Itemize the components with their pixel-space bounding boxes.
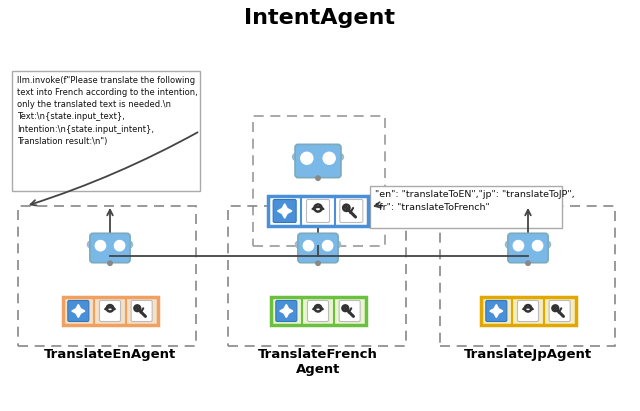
Circle shape: [323, 240, 333, 251]
Bar: [228, 206, 406, 346]
Bar: [370, 186, 562, 228]
FancyBboxPatch shape: [131, 300, 152, 321]
FancyBboxPatch shape: [90, 233, 130, 263]
Circle shape: [108, 261, 112, 266]
Bar: [253, 116, 385, 246]
Circle shape: [125, 241, 132, 248]
Bar: [63, 297, 157, 325]
FancyBboxPatch shape: [273, 199, 296, 222]
FancyBboxPatch shape: [340, 199, 363, 222]
Bar: [268, 196, 368, 226]
Polygon shape: [278, 204, 292, 218]
FancyBboxPatch shape: [549, 300, 570, 321]
Circle shape: [296, 241, 302, 248]
FancyBboxPatch shape: [518, 300, 538, 321]
Circle shape: [506, 241, 513, 248]
Circle shape: [285, 310, 287, 312]
Circle shape: [495, 310, 498, 312]
Circle shape: [323, 152, 335, 164]
Text: IntentAgent: IntentAgent: [244, 8, 396, 28]
Circle shape: [513, 240, 524, 251]
FancyBboxPatch shape: [339, 300, 360, 321]
Bar: [18, 206, 196, 346]
FancyBboxPatch shape: [307, 199, 330, 222]
FancyBboxPatch shape: [276, 300, 297, 321]
Text: TranslateJpAgent: TranslateJpAgent: [464, 348, 592, 361]
FancyBboxPatch shape: [295, 144, 341, 178]
FancyBboxPatch shape: [68, 300, 89, 321]
Text: TranslateEnAgent: TranslateEnAgent: [44, 348, 176, 361]
Bar: [12, 71, 200, 191]
Circle shape: [316, 176, 320, 180]
Circle shape: [292, 153, 300, 160]
FancyBboxPatch shape: [99, 300, 120, 321]
Circle shape: [301, 152, 313, 164]
Polygon shape: [72, 305, 85, 317]
Circle shape: [77, 310, 79, 312]
Text: TranslateFrench
Agent: TranslateFrench Agent: [258, 348, 378, 376]
Circle shape: [333, 241, 340, 248]
FancyBboxPatch shape: [508, 233, 548, 263]
FancyBboxPatch shape: [298, 233, 338, 263]
Circle shape: [316, 261, 320, 266]
FancyBboxPatch shape: [486, 300, 507, 321]
FancyBboxPatch shape: [307, 300, 328, 321]
Circle shape: [284, 210, 286, 212]
Circle shape: [526, 261, 530, 266]
Circle shape: [88, 241, 95, 248]
Circle shape: [543, 241, 550, 248]
Bar: [481, 297, 575, 325]
Polygon shape: [490, 305, 503, 317]
Text: llm.invoke(f"Please translate the following
text into French according to the in: llm.invoke(f"Please translate the follow…: [17, 76, 198, 146]
Circle shape: [303, 240, 314, 251]
Circle shape: [337, 153, 344, 160]
Circle shape: [532, 240, 543, 251]
Text: "en": "translateToEN","jp": "translateToJP",
"fr": "translateToFrench": "en": "translateToEN","jp": "translateTo…: [375, 190, 575, 212]
Polygon shape: [280, 305, 293, 317]
Bar: [271, 297, 365, 325]
Circle shape: [95, 240, 106, 251]
Bar: [440, 206, 615, 346]
Circle shape: [115, 240, 125, 251]
